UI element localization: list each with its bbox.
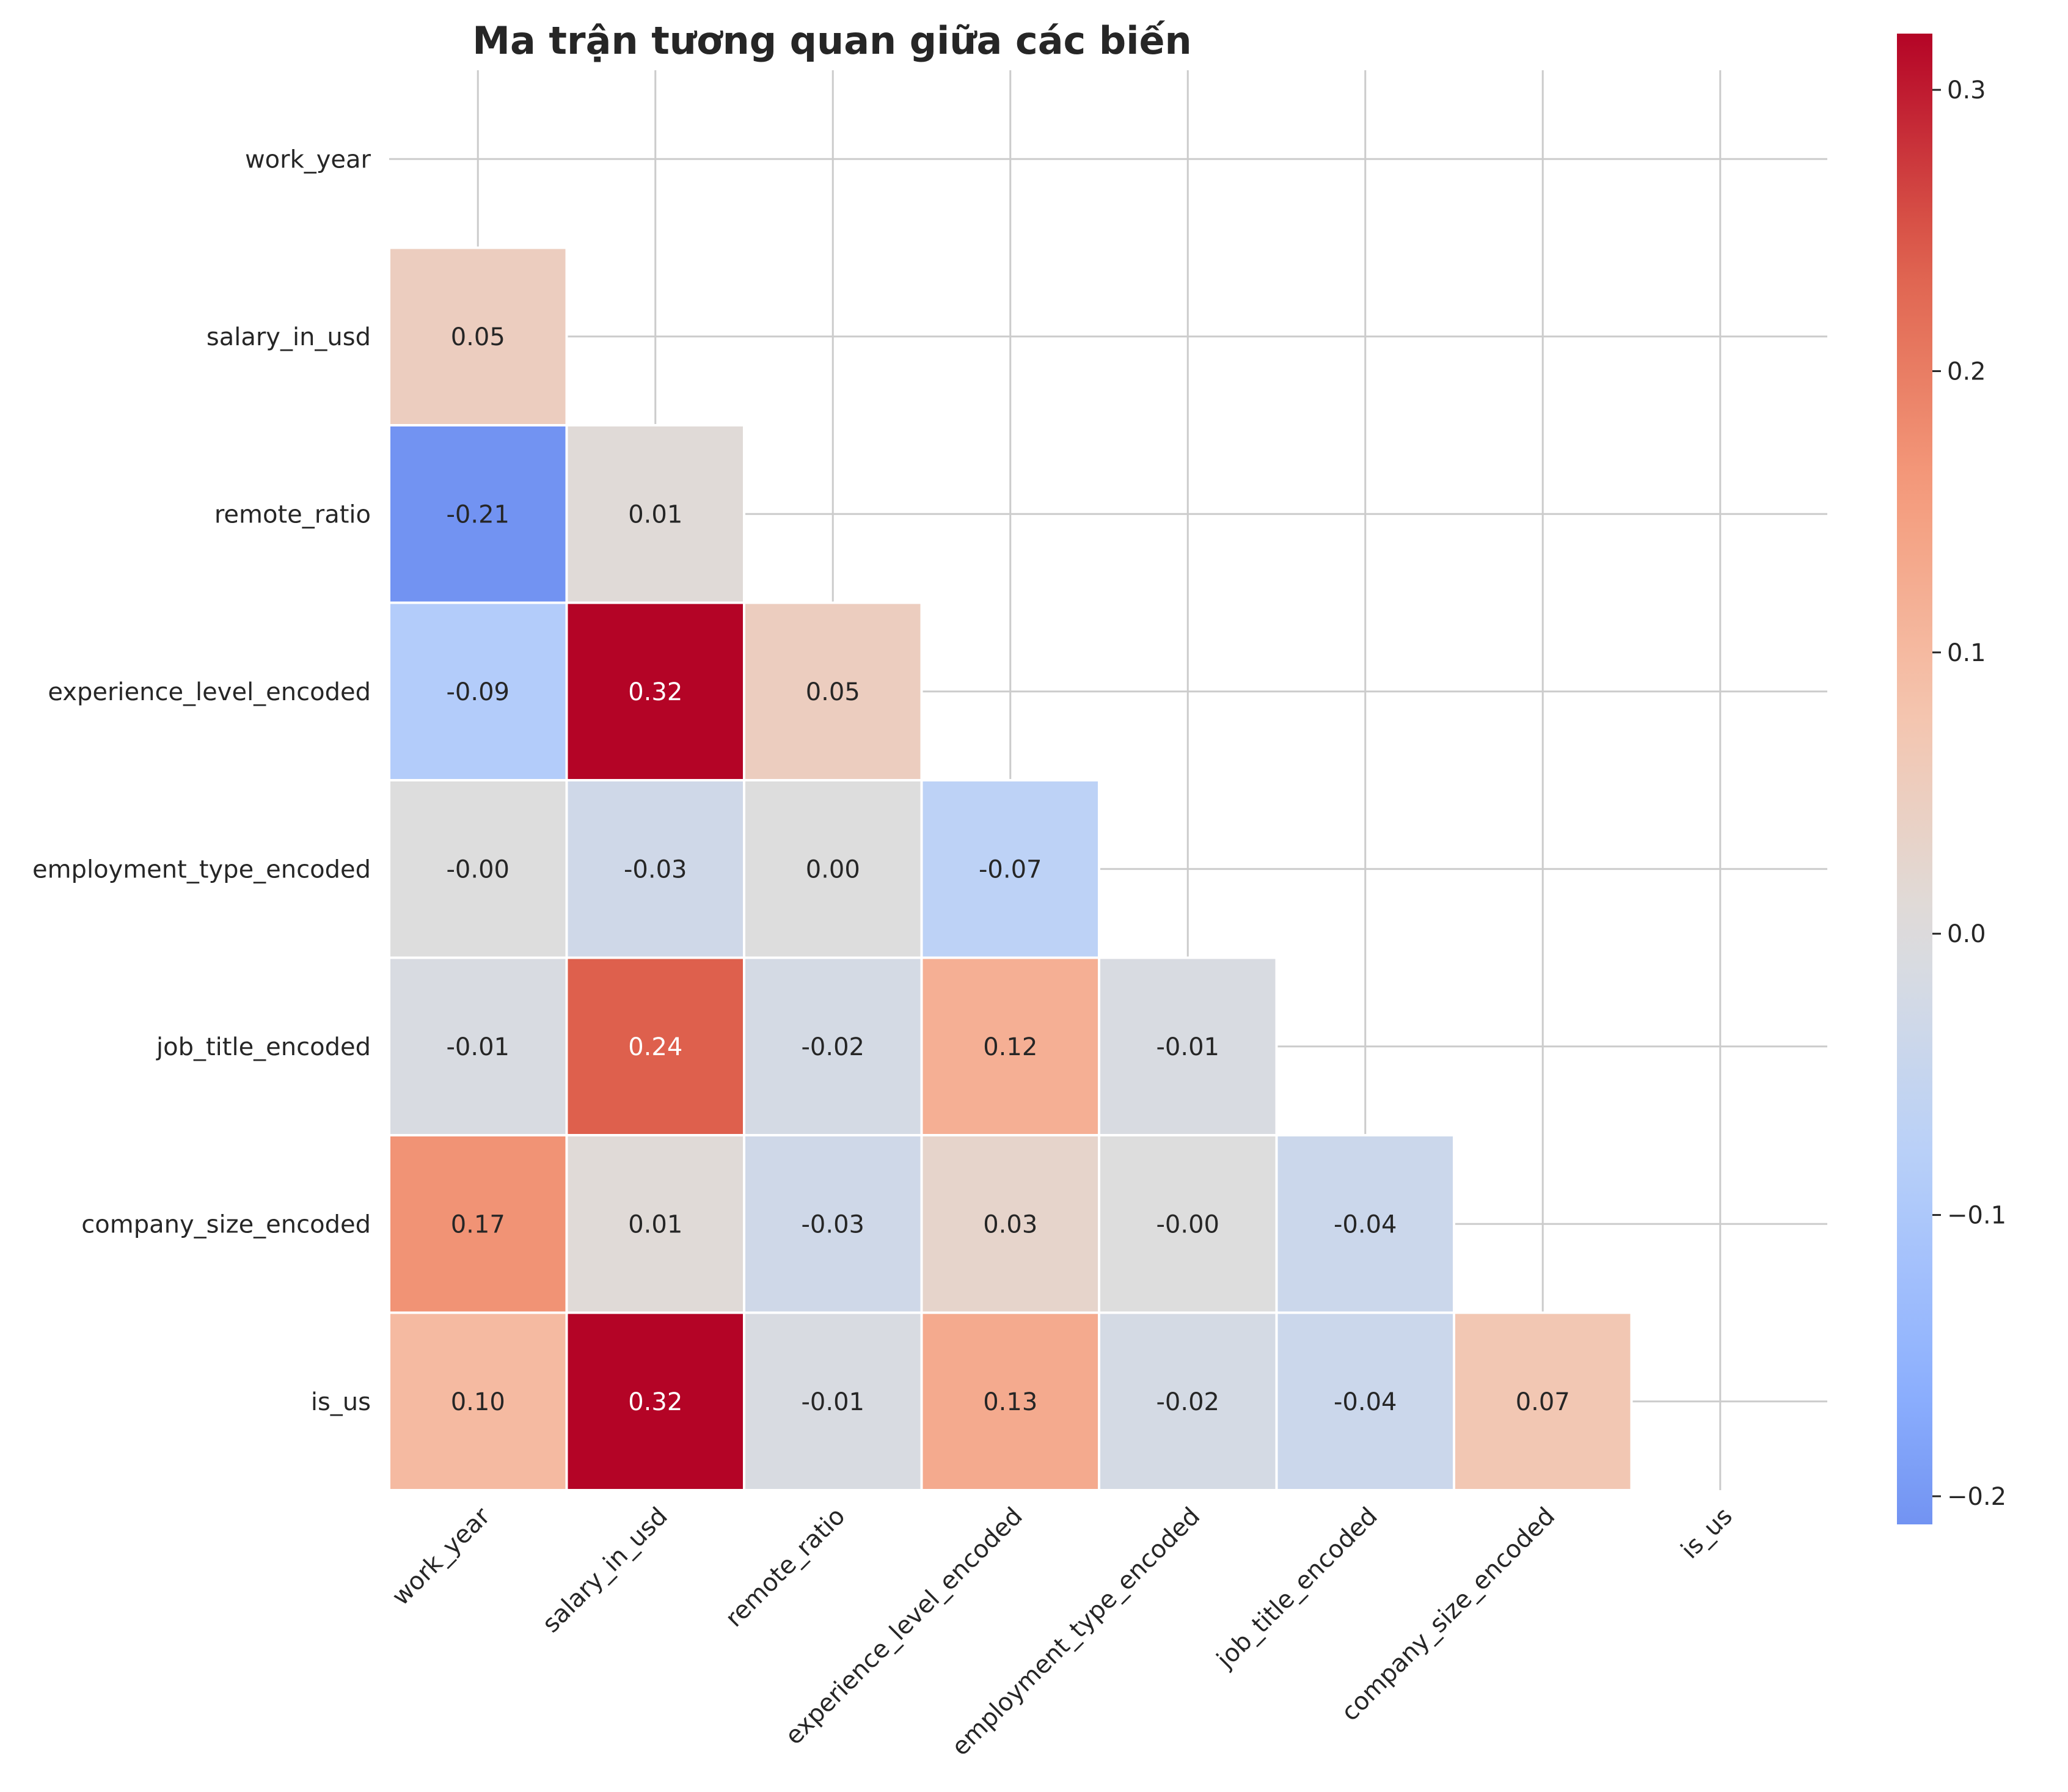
heatmap-cell xyxy=(388,601,568,781)
cell-value-label: -0.01 xyxy=(802,1388,865,1416)
heatmap-cell xyxy=(388,1311,568,1491)
chart-title: Ma trận tương quan giữa các biến xyxy=(472,18,1191,63)
heatmap-cell xyxy=(1275,1134,1455,1314)
cell-value-label: 0.00 xyxy=(806,855,860,883)
y-tick-label: salary_in_usd xyxy=(206,323,371,351)
heatmap-cell xyxy=(565,1311,745,1491)
heatmap-cell xyxy=(1098,1134,1278,1314)
colorbar-tick-label: −0.1 xyxy=(1947,1202,2006,1230)
x-tick-label: work_year xyxy=(387,1502,496,1611)
heatmap-cell xyxy=(565,1134,745,1314)
cell-value-label: -0.01 xyxy=(1156,1033,1220,1061)
x-tick-label: job_title_encoded xyxy=(1211,1502,1383,1674)
cell-value-label: -0.04 xyxy=(1334,1388,1397,1416)
heatmap-cell xyxy=(743,1311,923,1491)
cell-value-label: 0.12 xyxy=(983,1033,1037,1061)
heatmap-cell xyxy=(1275,1311,1455,1491)
y-tick-label: company_size_encoded xyxy=(81,1210,371,1238)
cell-value-label: -0.02 xyxy=(1156,1388,1220,1416)
colorbar-tick-label: 0.2 xyxy=(1947,357,1986,386)
cell-value-label: -0.03 xyxy=(624,855,687,883)
y-tick-label: employment_type_encoded xyxy=(32,855,371,883)
cell-value-label: -0.04 xyxy=(1334,1210,1397,1238)
x-tick-label: remote_ratio xyxy=(720,1502,851,1633)
heatmap-cell xyxy=(743,1134,923,1314)
colorbar-tick-label: −0.2 xyxy=(1947,1483,2006,1511)
heatmap-cell xyxy=(388,424,568,604)
heatmap-cell xyxy=(1098,1311,1278,1491)
colorbar-tick-label: 0.1 xyxy=(1947,639,1986,667)
heatmap-cell xyxy=(1453,1311,1633,1491)
heatmap-cell xyxy=(920,1134,1100,1314)
cell-value-label: 0.32 xyxy=(628,1388,682,1416)
cell-value-label: -0.03 xyxy=(802,1210,865,1238)
heatmap-cell xyxy=(565,601,745,781)
cell-value-label: 0.01 xyxy=(628,1210,682,1238)
cell-value-label: -0.00 xyxy=(447,855,510,883)
y-tick-label: is_us xyxy=(311,1388,371,1416)
colorbar-gradient xyxy=(1897,34,1932,1524)
cell-value-label: 0.10 xyxy=(451,1388,505,1416)
cell-value-label: 0.17 xyxy=(451,1210,505,1238)
colorbar-tick-label: 0.0 xyxy=(1947,920,1986,948)
y-axis-labels: work_year salary_in_usd remote_ratioexperi… xyxy=(32,145,371,1416)
heatmap-cell xyxy=(743,956,923,1136)
heatmap-cell xyxy=(565,956,745,1136)
heatmap-cell xyxy=(565,779,745,959)
heatmap-cell xyxy=(920,779,1100,959)
cell-value-label: 0.24 xyxy=(628,1033,682,1061)
heatmap-cell xyxy=(920,956,1100,1136)
colorbar: −0.2 −0.1 0.0 0.1 0.2 0.3 xyxy=(1897,34,2006,1524)
cell-value-label: 0.07 xyxy=(1516,1388,1570,1416)
cell-value-label: 0.03 xyxy=(983,1210,1037,1238)
cell-value-label: -0.00 xyxy=(1156,1210,1220,1238)
heatmap-cell xyxy=(920,1311,1100,1491)
x-tick-label: salary_in_usd xyxy=(537,1502,673,1639)
heatmap-cells: 0.05 -0.21 0.01 -0.09 0.32 0.05 -0.00 -0.03 0.00… xyxy=(388,246,1633,1491)
cell-value-label: 0.01 xyxy=(628,500,682,528)
y-tick-label: experience_level_encoded xyxy=(48,678,371,706)
cell-value-label: 0.05 xyxy=(806,678,860,706)
heatmap-cell xyxy=(1098,956,1278,1136)
x-axis-labels: work_year salary_in_usd remote_ratioexperi… xyxy=(387,1502,1738,1761)
cell-value-label: -0.02 xyxy=(802,1033,865,1061)
heatmap-cell xyxy=(565,424,745,604)
x-tick-label: is_us xyxy=(1676,1502,1738,1565)
heatmap-cell xyxy=(388,1134,568,1314)
heatmap-cell xyxy=(743,601,923,781)
y-tick-label: job_title_encoded xyxy=(156,1033,371,1061)
cell-value-label: -0.01 xyxy=(447,1033,510,1061)
cell-value-label: -0.21 xyxy=(447,500,510,528)
y-tick-label: remote_ratio xyxy=(214,500,371,528)
cell-value-label: -0.07 xyxy=(979,855,1042,883)
cell-value-label: -0.09 xyxy=(447,678,510,706)
cell-value-label: 0.32 xyxy=(628,678,682,706)
heatmap-cell xyxy=(743,779,923,959)
cell-value-label: 0.13 xyxy=(983,1388,1037,1416)
y-tick-label: work_year xyxy=(245,145,371,174)
x-tick-label: company_size_encoded xyxy=(1336,1502,1561,1727)
colorbar-tick-label: 0.3 xyxy=(1947,76,1986,104)
heatmap-cell xyxy=(388,956,568,1136)
cell-value-label: 0.05 xyxy=(451,323,505,351)
